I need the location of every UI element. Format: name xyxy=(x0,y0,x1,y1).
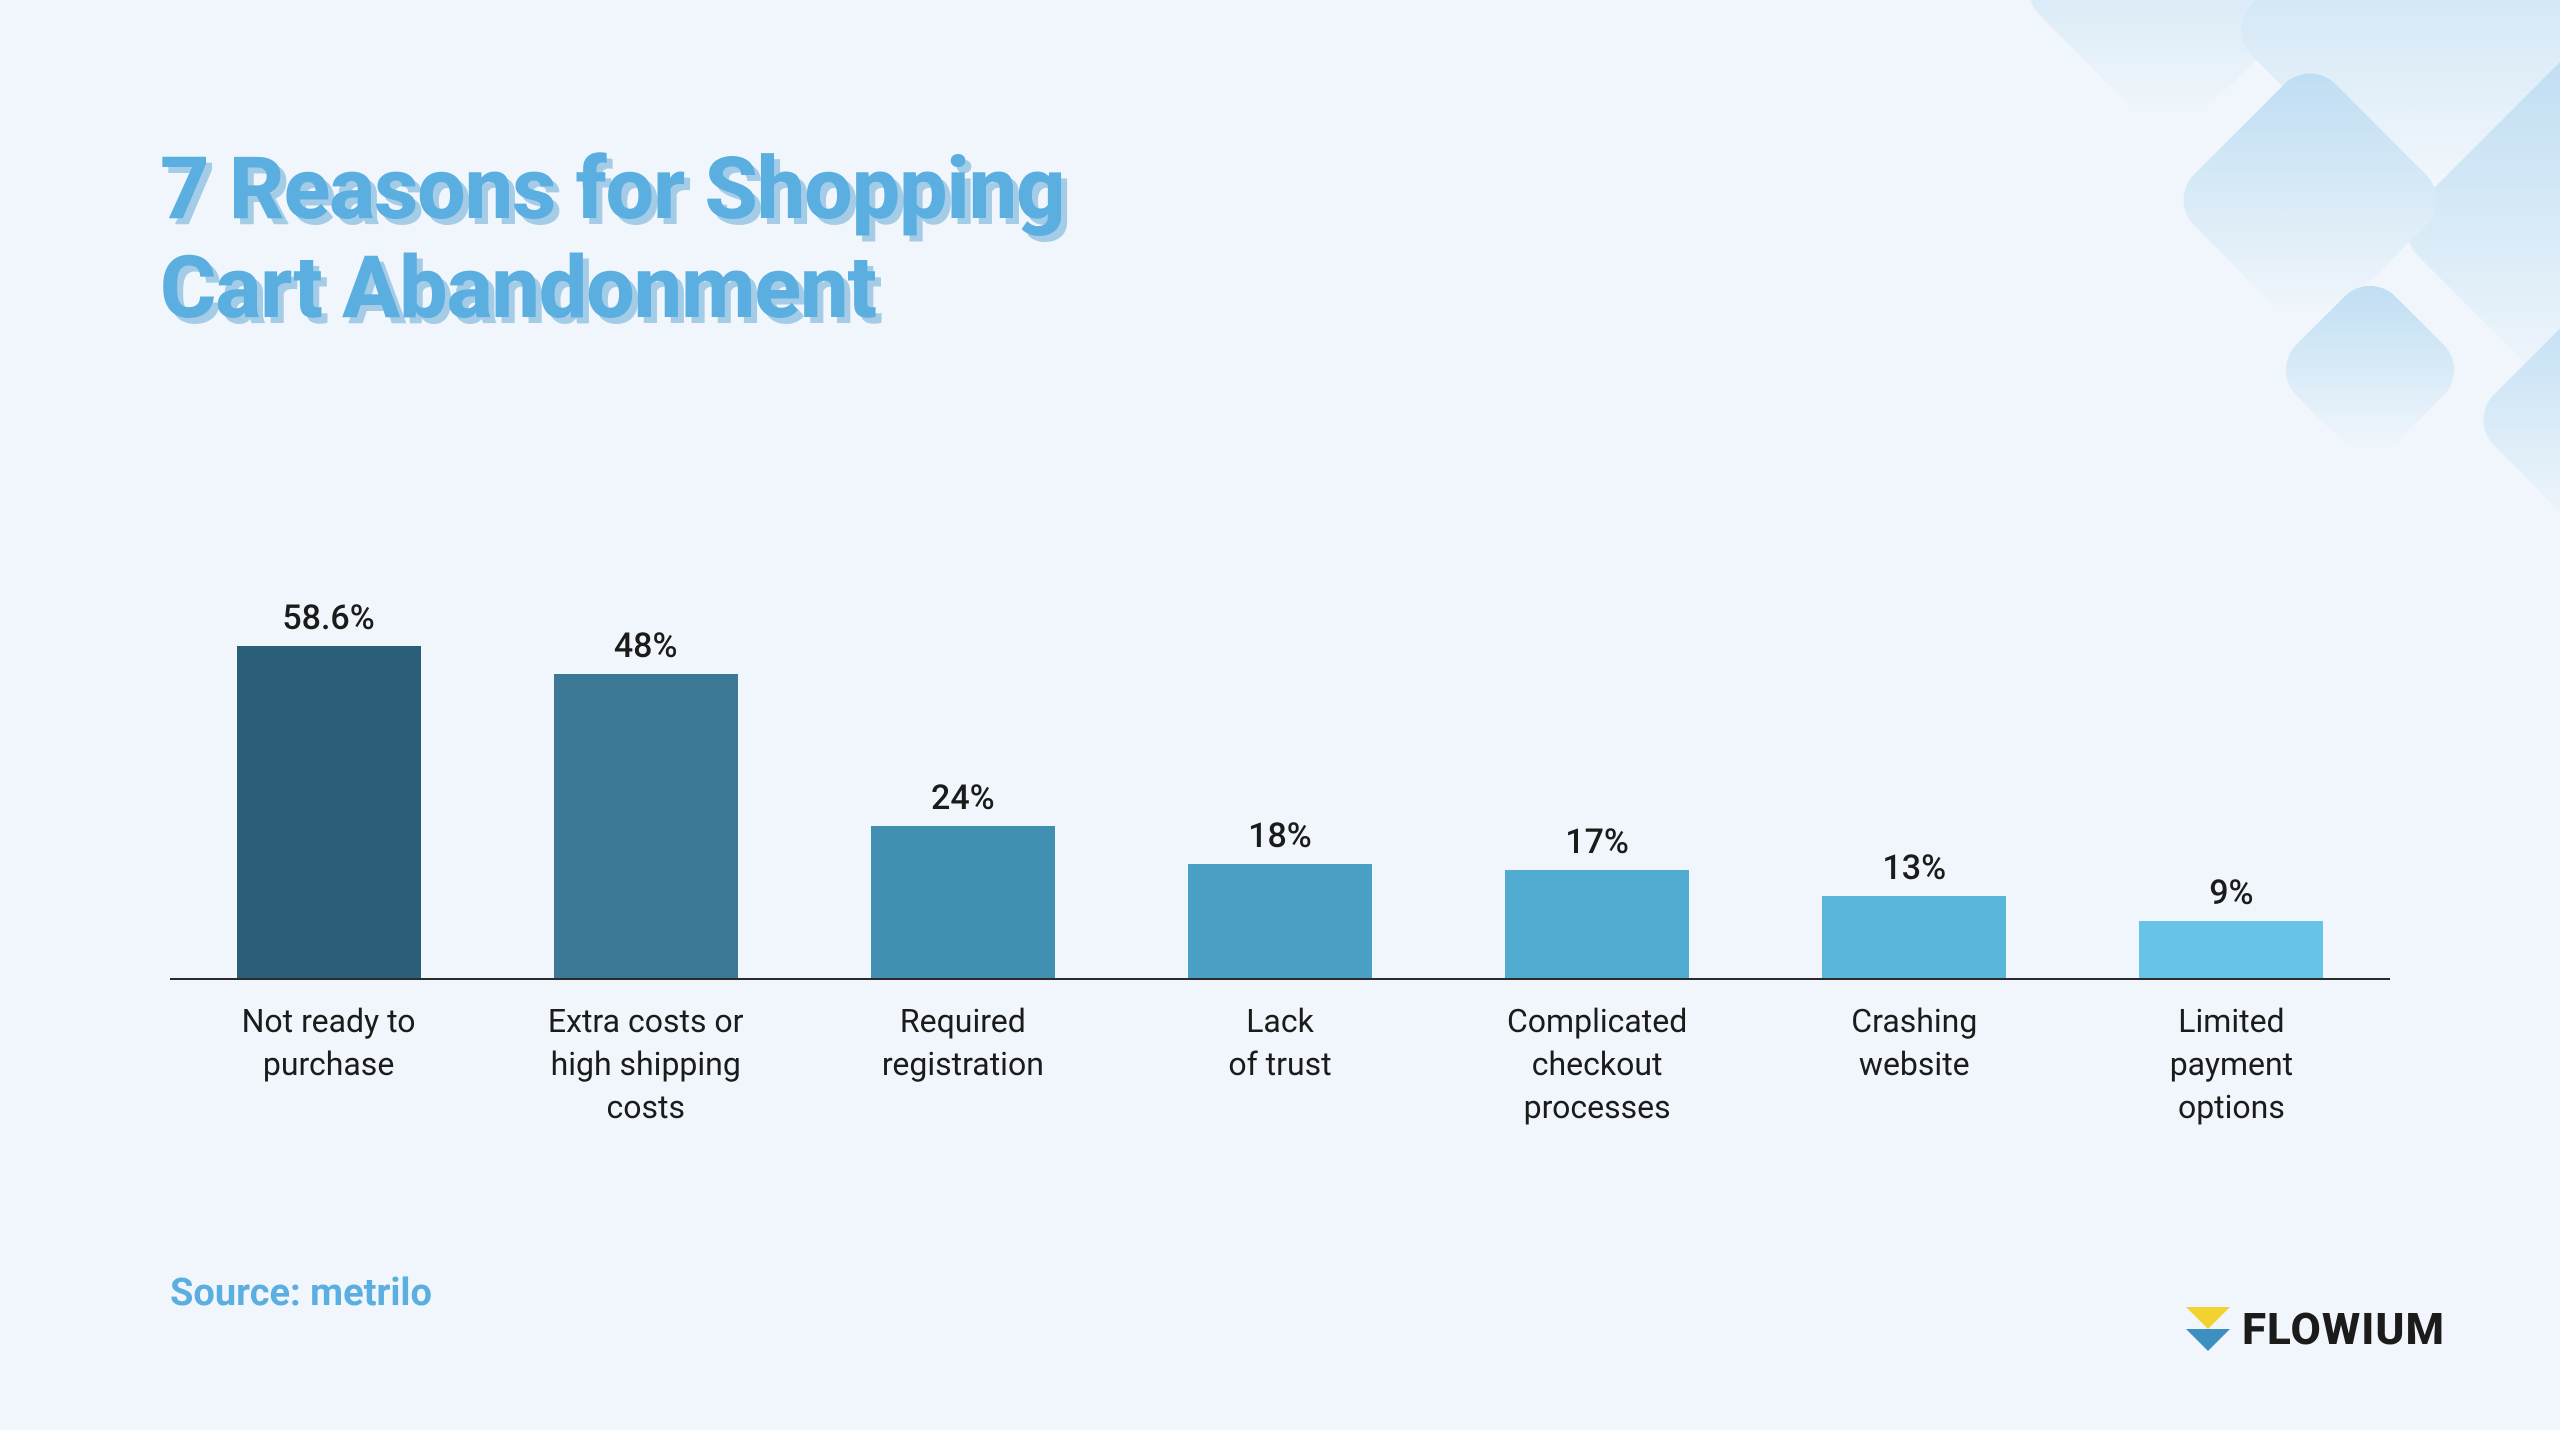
bar-slot-5: 13% xyxy=(1756,598,2073,978)
bar-slot-3: 18% xyxy=(1121,598,1438,978)
title-main: 7 Reasons for Shopping Cart Abandonment xyxy=(160,140,1064,338)
bar-value-label-2: 24% xyxy=(931,778,995,818)
x-axis xyxy=(170,978,2390,980)
logo-text: FLOWIUM xyxy=(2242,1303,2445,1355)
bars-container: 58.6% 48% 24% 18% 17% 13% 9% xyxy=(170,598,2390,978)
logo-triangle-top-icon xyxy=(2186,1307,2230,1329)
category-label-2: Requiredregistration xyxy=(804,1000,1121,1130)
infographic-canvas: 7 Reasons for Shopping Cart Abandonment … xyxy=(0,0,2560,1430)
bar-rect-2 xyxy=(871,826,1055,978)
brand-logo: FLOWIUM xyxy=(2184,1303,2445,1355)
category-label-3: Lackof trust xyxy=(1121,1000,1438,1130)
title-line-2: Cart Abandonment xyxy=(160,239,1064,338)
deco-square-4 xyxy=(2469,279,2560,562)
category-label-6: Limitedpaymentoptions xyxy=(2073,1000,2390,1130)
bar-rect-4 xyxy=(1505,870,1689,978)
bar-slot-2: 24% xyxy=(804,598,1121,978)
logo-triangle-bottom-icon xyxy=(2186,1329,2230,1351)
logo-mark-icon xyxy=(2184,1305,2232,1353)
bar-value-label-6: 9% xyxy=(2209,873,2253,913)
bar-value-label-0: 58.6% xyxy=(282,598,374,638)
category-labels-row: Not ready topurchaseExtra costs orhigh s… xyxy=(170,1000,2390,1130)
bar-rect-3 xyxy=(1188,864,1372,978)
bar-rect-0 xyxy=(237,646,421,978)
bar-slot-1: 48% xyxy=(487,598,804,978)
bar-slot-6: 9% xyxy=(2073,598,2390,978)
category-label-0: Not ready topurchase xyxy=(170,1000,487,1130)
bar-rect-1 xyxy=(554,674,738,978)
bar-rect-6 xyxy=(2139,921,2323,978)
category-label-1: Extra costs orhigh shippingcosts xyxy=(487,1000,804,1130)
deco-square-2 xyxy=(2392,32,2560,428)
category-label-5: Crashingwebsite xyxy=(1756,1000,2073,1130)
deco-square-3 xyxy=(2169,59,2452,342)
deco-square-5 xyxy=(2271,271,2469,469)
bar-value-label-3: 18% xyxy=(1248,816,1312,856)
title-block: 7 Reasons for Shopping Cart Abandonment … xyxy=(160,140,1064,338)
bar-value-label-5: 13% xyxy=(1882,848,1946,888)
title-line-1: 7 Reasons for Shopping xyxy=(160,140,1064,239)
bar-rect-5 xyxy=(1822,896,2006,978)
bar-slot-0: 58.6% xyxy=(170,598,487,978)
source-attribution: Source: metrilo xyxy=(170,1271,432,1315)
bar-chart: 58.6% 48% 24% 18% 17% 13% 9% xyxy=(170,600,2390,980)
deco-square-0 xyxy=(2014,0,2325,146)
bar-slot-4: 17% xyxy=(1439,598,1756,978)
corner-decoration xyxy=(1740,0,2560,620)
category-label-4: Complicatedcheckoutprocesses xyxy=(1439,1000,1756,1130)
bar-value-label-4: 17% xyxy=(1565,822,1629,862)
deco-square-1 xyxy=(2226,0,2560,214)
bar-value-label-1: 48% xyxy=(614,626,678,666)
